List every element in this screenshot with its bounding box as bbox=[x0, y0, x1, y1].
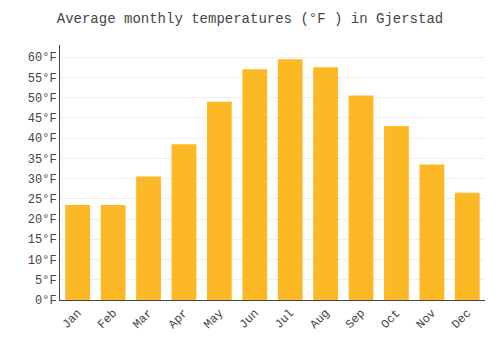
svg-text:Dec: Dec bbox=[449, 307, 474, 332]
svg-text:May: May bbox=[201, 307, 226, 332]
svg-text:Apr: Apr bbox=[166, 307, 191, 332]
svg-text:Average monthly temperatures (: Average monthly temperatures (°F ) in Gj… bbox=[57, 11, 443, 27]
svg-text:60°F: 60°F bbox=[28, 51, 57, 65]
svg-text:25°F: 25°F bbox=[28, 193, 57, 207]
svg-text:55°F: 55°F bbox=[28, 72, 57, 86]
svg-text:15°F: 15°F bbox=[28, 233, 57, 247]
svg-text:Jun: Jun bbox=[237, 307, 262, 332]
svg-text:Nov: Nov bbox=[414, 307, 439, 332]
svg-text:Sep: Sep bbox=[343, 307, 368, 332]
svg-text:Oct: Oct bbox=[378, 307, 403, 332]
svg-text:20°F: 20°F bbox=[28, 213, 57, 227]
svg-text:Mar: Mar bbox=[130, 307, 155, 332]
svg-text:35°F: 35°F bbox=[28, 153, 57, 167]
svg-text:30°F: 30°F bbox=[28, 173, 57, 187]
svg-text:Feb: Feb bbox=[95, 307, 120, 332]
svg-text:0°F: 0°F bbox=[35, 294, 57, 308]
svg-text:45°F: 45°F bbox=[28, 112, 57, 126]
svg-text:40°F: 40°F bbox=[28, 132, 57, 146]
svg-text:Jul: Jul bbox=[272, 307, 297, 332]
svg-text:50°F: 50°F bbox=[28, 92, 57, 106]
svg-text:10°F: 10°F bbox=[28, 254, 57, 268]
svg-text:Jan: Jan bbox=[60, 307, 85, 332]
svg-text:5°F: 5°F bbox=[35, 274, 57, 288]
svg-text:Aug: Aug bbox=[308, 307, 333, 332]
